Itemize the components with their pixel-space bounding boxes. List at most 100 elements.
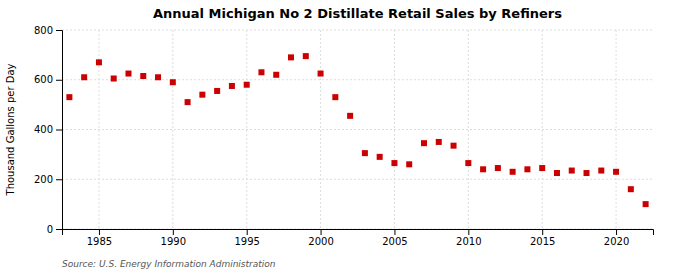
grid-line (62, 79, 653, 80)
point (318, 71, 324, 77)
grid-line (62, 179, 653, 180)
y-axis: 0 200 400 600 800 (34, 25, 63, 235)
point (96, 59, 102, 65)
point (111, 76, 117, 82)
points (66, 53, 648, 207)
point (288, 54, 294, 60)
tick: 1995 (234, 229, 259, 247)
point (303, 53, 309, 59)
point (628, 186, 634, 192)
tick: 0 (47, 224, 62, 235)
tick-label: 2005 (382, 236, 407, 247)
grid-line (542, 30, 543, 229)
grid-line (62, 30, 653, 31)
point (391, 160, 397, 166)
tick-mark (56, 130, 62, 131)
tick-label: 2015 (530, 236, 555, 247)
point (229, 83, 235, 89)
x-axis: 1985 1990 1995 2000 2005 2010 2015 2020 (63, 229, 654, 247)
tick-label: 600 (34, 74, 53, 85)
point (332, 94, 338, 100)
axis-line (56, 31, 63, 230)
point (362, 150, 368, 156)
tick-label: 1985 (87, 236, 112, 247)
tick-label: 1990 (161, 236, 186, 247)
tick-mark (56, 179, 62, 180)
tick-label: 800 (34, 25, 53, 36)
point (613, 169, 619, 175)
tick-mark (56, 80, 62, 81)
tick-mark (321, 229, 322, 235)
point (510, 169, 516, 175)
grid-line (246, 30, 247, 229)
point (406, 161, 412, 167)
tick: 800 (34, 25, 62, 36)
tick-label: 0 (47, 224, 53, 235)
tick-label: 2020 (604, 236, 629, 247)
point (66, 94, 72, 100)
axis-line (63, 230, 654, 236)
tick: 2000 (308, 229, 333, 247)
grid (62, 30, 653, 229)
point (436, 139, 442, 145)
annotation: Source: U.S. Energy Information Administ… (62, 259, 276, 269)
point (81, 74, 87, 80)
point (554, 170, 560, 176)
point (155, 74, 161, 80)
point (584, 170, 590, 176)
grid-line (394, 30, 395, 229)
point (140, 73, 146, 79)
point (170, 79, 176, 85)
tick-mark (99, 229, 100, 235)
point (465, 160, 471, 166)
tick-mark (173, 229, 174, 235)
grid-line (172, 30, 173, 229)
tick-mark (468, 229, 469, 235)
point (598, 168, 604, 174)
tick-mark (56, 30, 62, 31)
tick-label: 2010 (456, 236, 481, 247)
tick-mark (56, 229, 62, 230)
point (273, 72, 279, 78)
tick: 600 (34, 74, 62, 85)
point (524, 166, 530, 172)
tick-mark (542, 229, 543, 235)
tick: 200 (34, 174, 62, 185)
point (125, 71, 131, 77)
point (643, 201, 649, 207)
tick: 2015 (530, 229, 555, 247)
point (495, 165, 501, 171)
point (244, 82, 250, 88)
grid-line (468, 30, 469, 229)
tick: 2010 (456, 229, 481, 247)
grid-line (616, 30, 617, 229)
point (214, 88, 220, 94)
tick-mark (394, 229, 395, 235)
tick: 400 (34, 124, 62, 135)
tick: 2005 (382, 229, 407, 247)
point (185, 99, 191, 105)
y-axis-label: Thousand Gallons per Day (5, 63, 16, 196)
tick-label: 200 (34, 174, 53, 185)
tick-mark (616, 229, 617, 235)
plot: 1985 1990 1995 2000 2005 2010 2015 2020 0 200 400 6… (34, 25, 654, 247)
point (347, 113, 353, 119)
point (258, 69, 264, 75)
chart: 1985 1990 1995 2000 2005 2010 2015 2020 0 200 400 6… (0, 0, 675, 275)
tick-label: 1995 (234, 236, 259, 247)
tick-mark (247, 229, 248, 235)
point (421, 140, 427, 146)
tick: 1985 (87, 229, 112, 247)
tick: 1990 (161, 229, 186, 247)
point (480, 166, 486, 172)
point (377, 154, 383, 160)
tick-label: 2000 (308, 236, 333, 247)
title: Annual Michigan No 2 Distillate Retail S… (153, 6, 562, 21)
point (451, 143, 457, 149)
point (199, 92, 205, 98)
point (539, 165, 545, 171)
tick: 2020 (604, 229, 629, 247)
point (569, 168, 575, 174)
grid-line (62, 129, 653, 130)
grid-line (320, 30, 321, 229)
